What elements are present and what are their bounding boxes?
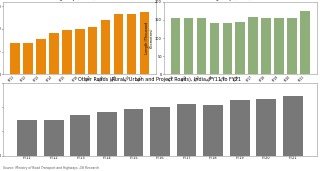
- Bar: [49, 32, 59, 74]
- Bar: [101, 20, 110, 74]
- Bar: [300, 11, 310, 74]
- Bar: [75, 29, 84, 74]
- Bar: [287, 18, 297, 74]
- Bar: [62, 30, 72, 74]
- Bar: [261, 18, 271, 74]
- Bar: [127, 14, 136, 74]
- Bar: [248, 17, 258, 74]
- Title: State Highways, India, FY11 to FY21: State Highways, India, FY11 to FY21: [196, 0, 284, 1]
- Bar: [256, 100, 276, 156]
- Bar: [210, 23, 219, 74]
- Bar: [283, 96, 302, 156]
- Bar: [177, 104, 196, 156]
- Bar: [18, 120, 37, 156]
- Bar: [150, 107, 170, 156]
- Bar: [171, 18, 180, 74]
- Bar: [97, 112, 117, 156]
- Bar: [88, 27, 98, 74]
- Text: Source: Ministry of Road Transport and Highways, LSI Research: Source: Ministry of Road Transport and H…: [3, 166, 99, 170]
- Bar: [203, 105, 223, 156]
- Bar: [44, 120, 64, 156]
- Y-axis label: Length (Thousand
Kilometres): Length (Thousand Kilometres): [145, 22, 154, 54]
- Bar: [230, 100, 250, 156]
- Bar: [140, 12, 149, 74]
- Bar: [274, 18, 284, 74]
- Bar: [23, 43, 33, 74]
- Title: National Highways, India, FY11 to FY21: National Highways, India, FY11 to FY21: [32, 0, 128, 1]
- Bar: [184, 18, 193, 74]
- Bar: [70, 115, 90, 156]
- Bar: [236, 22, 245, 74]
- Bar: [36, 39, 46, 74]
- Bar: [197, 18, 206, 74]
- Bar: [222, 23, 232, 74]
- Bar: [124, 109, 143, 156]
- Bar: [10, 43, 20, 74]
- Bar: [114, 14, 123, 74]
- Title: Other Roads (Rural,  Urban and Project Roads), India, FY11 to FY21: Other Roads (Rural, Urban and Project Ro…: [78, 77, 242, 82]
